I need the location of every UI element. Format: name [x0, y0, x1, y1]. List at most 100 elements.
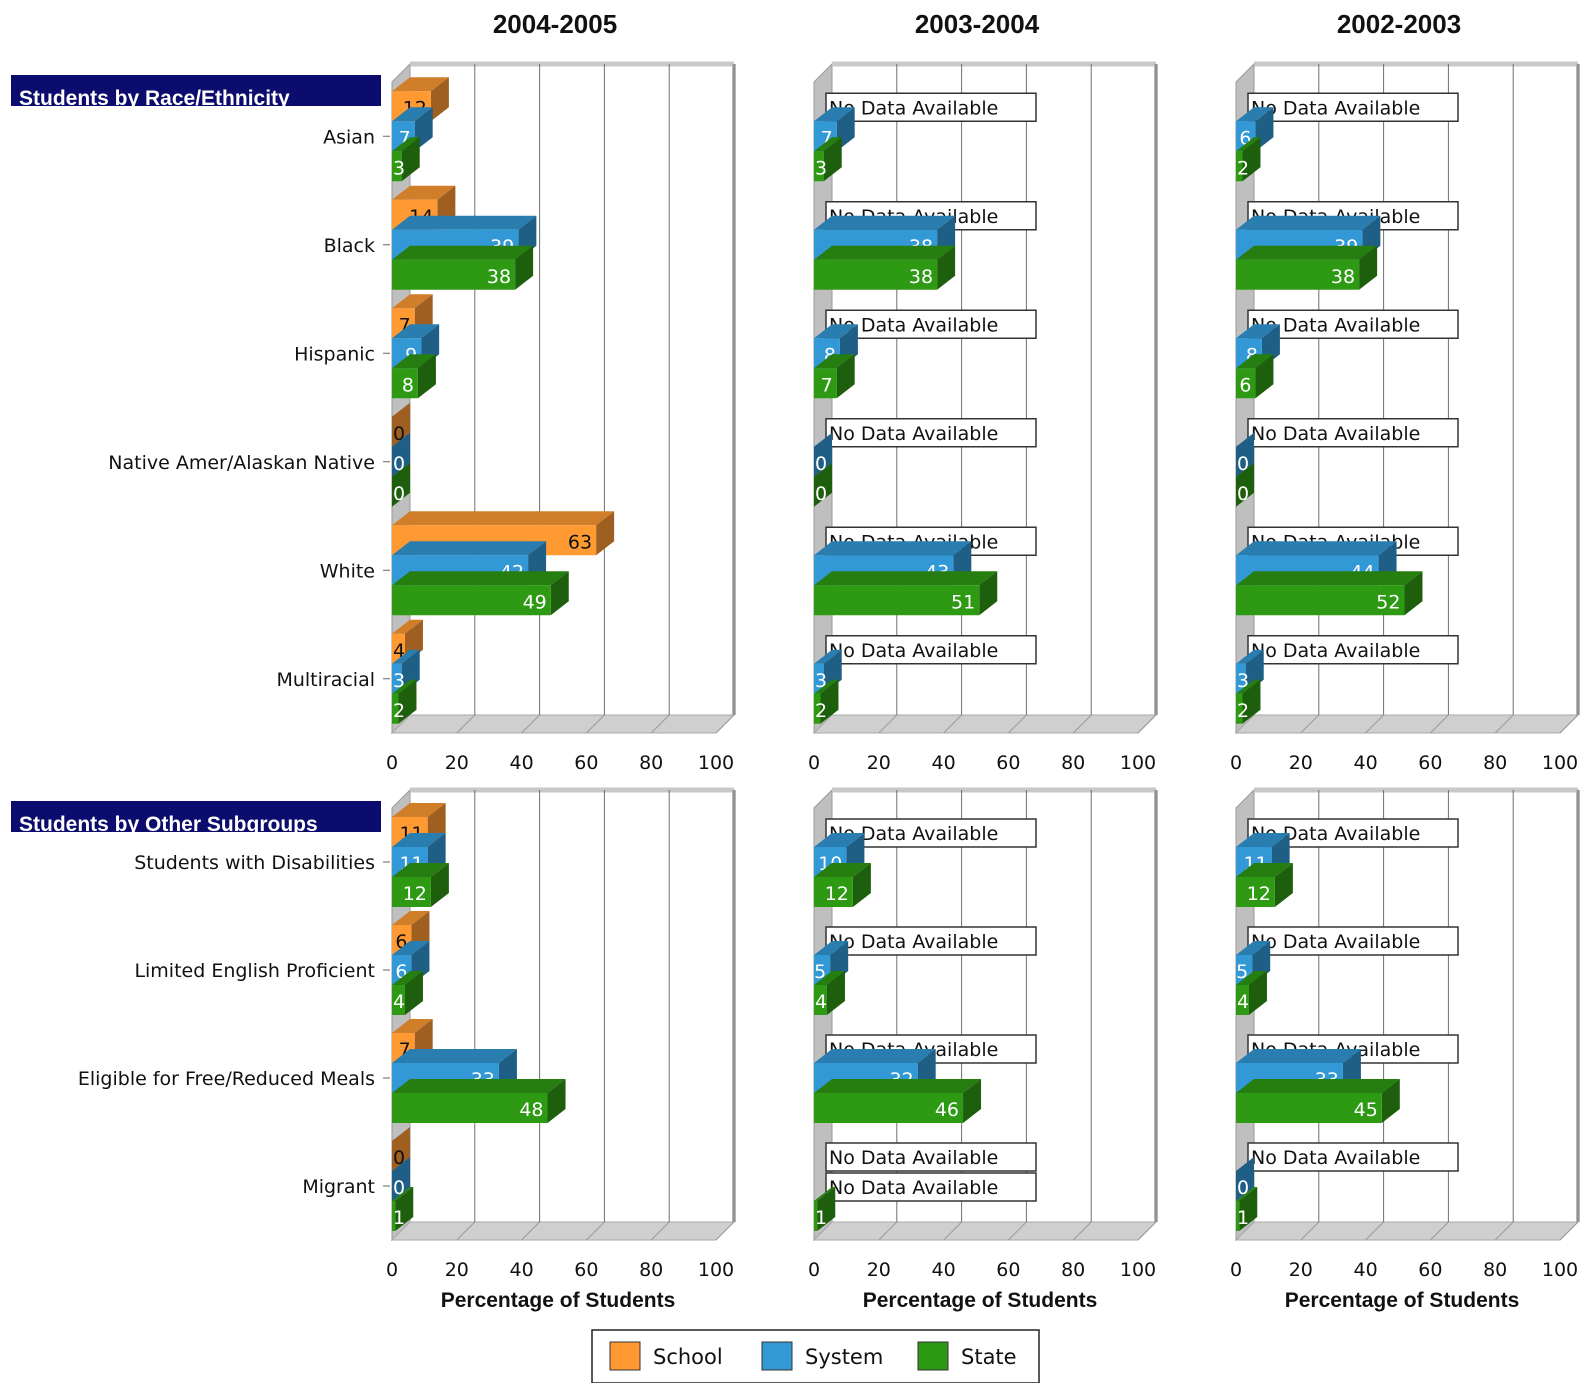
legend: School System State: [591, 1329, 1040, 1383]
bar-side-face: [596, 511, 615, 556]
bar-top-face: [1236, 1187, 1258, 1201]
x-tick-label: 100: [698, 1259, 734, 1281]
bar-value-label: 3: [393, 157, 405, 179]
no-data-box: [825, 1142, 1037, 1172]
bar-state: [1236, 971, 1267, 1015]
bar-front-face: [814, 985, 827, 1015]
x-tick-label: 40: [1354, 752, 1378, 774]
bar-value-label: 48: [519, 1099, 543, 1121]
no-data-label: No Data Available: [829, 314, 998, 336]
panel-back-wall: [832, 64, 1156, 715]
bar-top-face: [1236, 833, 1290, 847]
bar-top-face: [392, 215, 537, 230]
bar-top-face: [1236, 679, 1261, 694]
bar-side-face: [1236, 462, 1254, 507]
gridline-floor: [715, 714, 735, 734]
bar-top-face: [814, 1079, 982, 1093]
bar-state: [1236, 1187, 1258, 1231]
chart-panel: [390, 787, 736, 1242]
x-tick-label: 100: [1120, 1259, 1156, 1281]
category-label: Migrant: [302, 1176, 375, 1198]
x-tick-label: 20: [445, 1259, 469, 1281]
x-tick-label: 100: [1542, 1259, 1578, 1281]
x-tick-label: 20: [1289, 752, 1313, 774]
panel-floor: [390, 1221, 736, 1241]
gridline-floor: [1008, 1221, 1027, 1241]
x-tick-label: 0: [1230, 752, 1242, 774]
bar-top-face: [392, 971, 423, 985]
chart-panel: [1234, 61, 1580, 735]
bar-school: [392, 1127, 410, 1171]
section-title: Students by Other Subgroups: [19, 813, 318, 836]
bar-side-face: [979, 571, 998, 616]
x-tick-label: 100: [1120, 752, 1156, 774]
gridline-floor: [715, 1221, 735, 1241]
bar-side-face: [547, 1079, 566, 1123]
bar-top-face: [392, 649, 420, 664]
x-tick-label: 0: [808, 1259, 820, 1281]
bar-front-face: [1236, 151, 1243, 182]
bar-state: [392, 137, 420, 182]
bar-state: [814, 571, 998, 616]
x-tick-label: 20: [1289, 1259, 1313, 1281]
gridline-floor: [1137, 1221, 1157, 1241]
bar-top-face: [814, 215, 956, 230]
bar-front-face: [1236, 259, 1360, 290]
legend-label: School: [653, 1345, 723, 1369]
panel-floor: [812, 714, 1158, 734]
bar-value-label: 0: [815, 483, 827, 505]
bar-side-face: [392, 402, 410, 447]
bar-side-face: [1359, 245, 1378, 290]
x-tick-label: 60: [996, 752, 1020, 774]
bar-top-face: [814, 833, 865, 847]
category-label: Black: [324, 235, 375, 257]
no-data-label: No Data Available: [1251, 640, 1420, 662]
bar-side-face: [392, 462, 410, 507]
no-data-label: No Data Available: [1251, 314, 1420, 336]
gridline-floor: [1008, 714, 1027, 734]
bar-value-label: 51: [951, 591, 975, 613]
no-data-label: No Data Available: [1251, 97, 1420, 119]
bar-top-face: [392, 245, 534, 260]
no-data-label: No Data Available: [829, 423, 998, 445]
bar-top-face: [392, 541, 547, 556]
bar-side-face: [826, 971, 845, 1015]
bar-system: [392, 432, 410, 477]
no-data-box: [825, 926, 1037, 956]
bar-state: [392, 971, 423, 1015]
panel-back-wall: [1254, 64, 1578, 715]
bar-top-face: [392, 137, 420, 152]
bar-front-face: [392, 368, 418, 399]
category-label: Students with Disabilities: [134, 852, 375, 874]
bar-state: [392, 679, 417, 724]
legend-swatch: [761, 1341, 793, 1371]
x-tick-label: 60: [996, 1259, 1020, 1281]
bar-top-face: [814, 941, 849, 955]
bar-top-face: [392, 294, 433, 309]
bar-front-face: [814, 585, 980, 616]
category-label: Limited English Proficient: [134, 960, 375, 982]
gridline-floor: [878, 714, 898, 734]
bar-side-face: [550, 571, 569, 616]
bar-side-face: [404, 971, 423, 1015]
no-data-label: No Data Available: [1251, 823, 1420, 845]
x-tick-label: 80: [1061, 752, 1085, 774]
bar-top-face: [1236, 1079, 1400, 1093]
bar-side-face: [1242, 679, 1261, 724]
bar-system: [1236, 1157, 1254, 1201]
x-tick-label: 0: [386, 752, 398, 774]
gridline-floor: [943, 1221, 962, 1241]
x-tick-label: 40: [932, 1259, 956, 1281]
category-label: Hispanic: [294, 343, 375, 365]
gridline-floor: [456, 714, 476, 734]
gridline-floor: [1430, 1221, 1449, 1241]
bar-front-face: [392, 585, 551, 616]
bar-front-face: [814, 259, 938, 290]
bar-front-face: [392, 259, 516, 290]
bar-top-face: [1236, 941, 1271, 955]
bar-top-face: [1236, 541, 1397, 556]
bar-top-face: [392, 324, 440, 339]
panel-back-wall: [410, 64, 734, 715]
bar-side-face: [430, 863, 449, 907]
bar-value-label: 1: [815, 1207, 827, 1229]
